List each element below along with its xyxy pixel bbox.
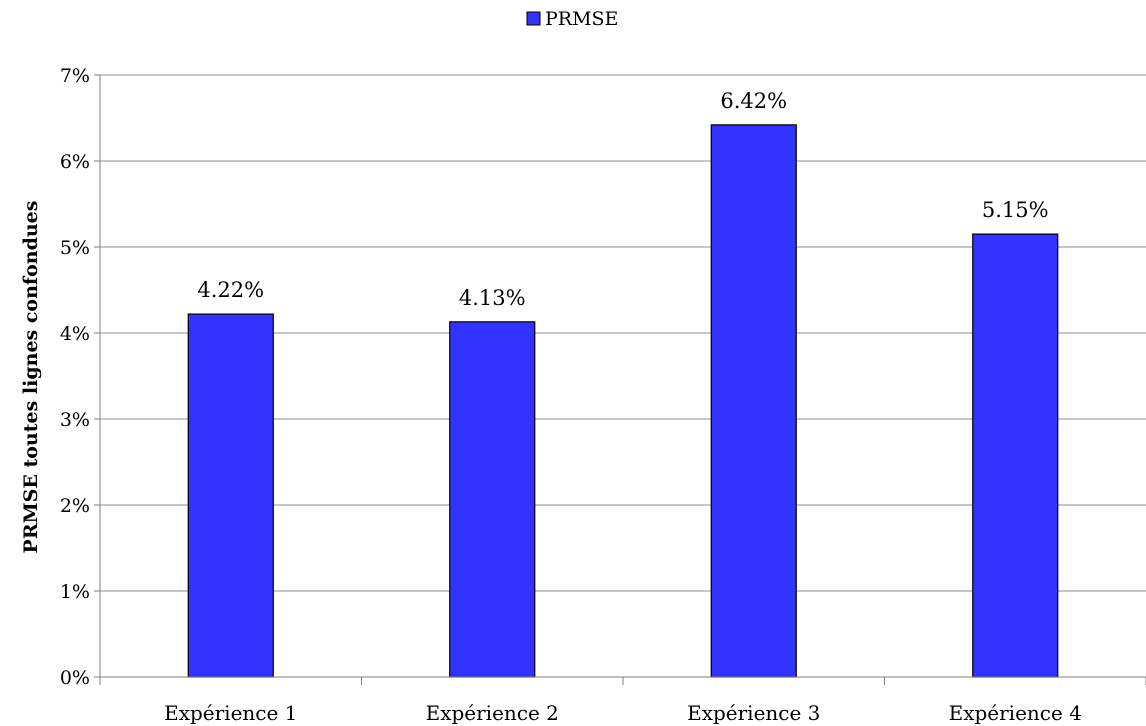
legend-swatch [526, 11, 541, 26]
data-label: 4.13% [459, 286, 526, 310]
data-label: 4.22% [197, 278, 264, 302]
legend-label: PRMSE [545, 8, 618, 30]
y-tick-label: 6% [60, 151, 90, 173]
data-labels: 4.22% 4.13% 6.42% 5.15% [197, 89, 1048, 310]
y-tick-label: 5% [60, 237, 90, 259]
y-tick-label: 3% [60, 409, 90, 431]
y-tick-label: 1% [60, 581, 90, 603]
bar [449, 321, 536, 678]
y-axis-label: PRMSE toutes lignes confondues [20, 201, 42, 554]
bar [972, 233, 1059, 678]
legend: PRMSE [526, 8, 618, 30]
bars [187, 124, 1059, 678]
x-tick-label: Expérience 2 [426, 701, 559, 725]
y-tick-label: 0% [60, 667, 90, 689]
y-tick-label: 7% [60, 65, 90, 87]
x-tick-label: Expérience 4 [949, 701, 1082, 725]
bar [187, 313, 274, 678]
y-axis-ticks: 0% 1% 2% 3% 4% 5% 6% 7% [60, 65, 100, 689]
bar [710, 124, 797, 678]
y-tick-label: 2% [60, 495, 90, 517]
x-axis: Expérience 1 Expérience 2 Expérience 3 Expé… [99, 75, 1146, 725]
gridlines [100, 74, 1146, 592]
data-label: 5.15% [982, 198, 1049, 222]
y-tick-label: 4% [60, 323, 90, 345]
x-tick-label: Expérience 1 [164, 701, 297, 725]
x-tick-label: Expérience 3 [687, 701, 820, 725]
data-label: 6.42% [720, 89, 787, 113]
